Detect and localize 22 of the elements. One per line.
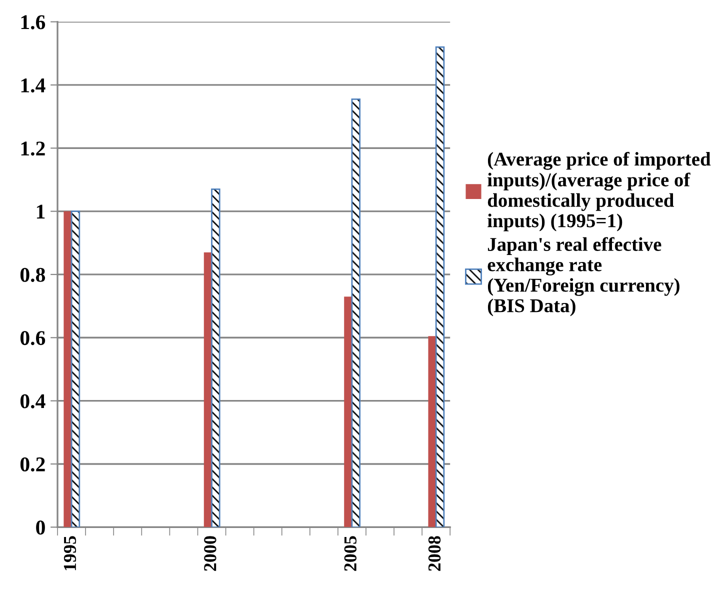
legend-label: (Average price of imported inputs)/(average price of domestically produced inputs) (1995=1) xyxy=(488,152,711,232)
y-tick-label: 1.4 xyxy=(21,78,46,92)
y-tick-label: 0.2 xyxy=(20,457,45,472)
x-tick-label: 2008 xyxy=(428,536,441,571)
bar xyxy=(344,296,352,528)
bar xyxy=(211,188,220,528)
y-tick-label: 0 xyxy=(36,520,45,535)
x-tick-label: 2005 xyxy=(344,536,356,571)
bar xyxy=(351,98,360,528)
y-tick-label: 1 xyxy=(36,204,45,219)
bar xyxy=(435,46,445,528)
y-tick-label: 1.6 xyxy=(21,15,46,30)
bar xyxy=(428,336,436,528)
y-tick-label: 0.8 xyxy=(20,268,46,282)
bar xyxy=(64,211,72,528)
bar xyxy=(70,210,80,528)
legend-label: Japan's real effective exchange rate (Yen/Foreign currency) (BIS Data) xyxy=(488,237,680,316)
x-tick-label: 2000 xyxy=(204,536,216,571)
x-tick-label: 1995 xyxy=(64,536,76,570)
y-tick-label: 0.6 xyxy=(20,331,46,346)
y-tick-label: 0.4 xyxy=(20,394,46,408)
y-tick-label: 1.2 xyxy=(21,142,45,156)
